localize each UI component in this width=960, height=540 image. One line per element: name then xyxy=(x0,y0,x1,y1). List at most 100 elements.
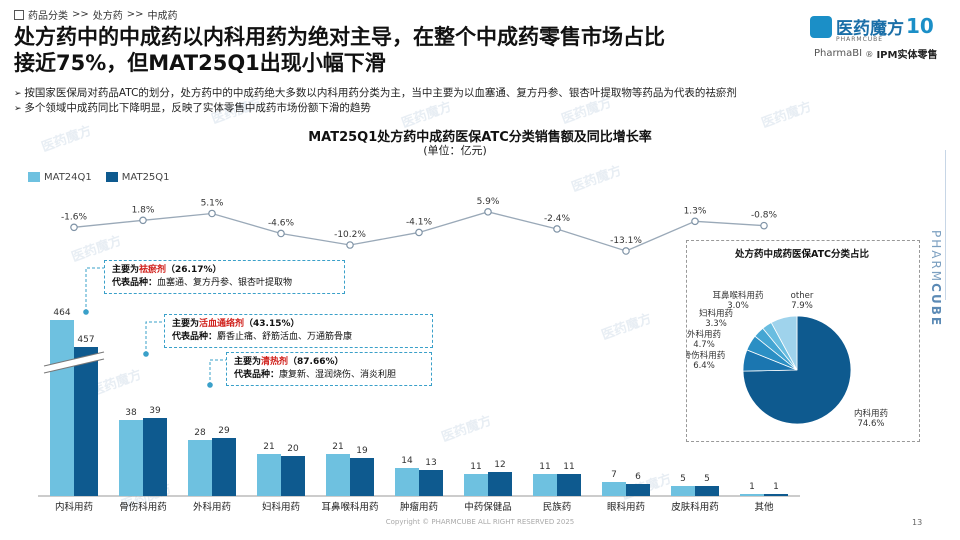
bar-mat24-1[interactable] xyxy=(119,420,143,496)
callout-rep: 血塞通、复方丹参、银杏叶提取物 xyxy=(157,278,293,288)
side-divider xyxy=(937,150,946,300)
callout-name: 活血通络剂 xyxy=(199,319,245,329)
growth-point-0[interactable] xyxy=(70,223,78,232)
callout-box: 主要为活血通络剂（43.15%） 代表品种：麝香止痛、舒筋活血、万通筋骨康 xyxy=(164,314,433,348)
category-label-4: 耳鼻喉科用药 xyxy=(321,501,378,513)
category-label-5: 肿瘤用药 xyxy=(400,501,438,513)
bar-mat25-0[interactable] xyxy=(74,347,98,496)
bar-mat24-2[interactable] xyxy=(188,440,212,496)
growth-label-4: -10.2% xyxy=(334,230,366,240)
growth-point-9[interactable] xyxy=(691,217,699,226)
breadcrumb-item[interactable]: 中成药 xyxy=(147,11,178,22)
bullet-item: 按国家医保局对药品ATC的划分，处方药中的中成药绝大多数以内科用药分类为主，当中… xyxy=(14,86,737,101)
growth-point-2[interactable] xyxy=(208,209,216,218)
bar-mat24-4[interactable] xyxy=(326,454,350,496)
category-label-7: 民族药 xyxy=(543,501,572,513)
page-title: 处方药中的中成药以内科用药为绝对主导，在整个中成药零售市场占比 接近75%，但M… xyxy=(14,24,804,76)
pie-value-1: 6.4% xyxy=(693,361,715,371)
category-label-10: 其他 xyxy=(754,501,774,513)
breadcrumb-item[interactable]: 处方药 xyxy=(92,11,123,22)
axis-break xyxy=(43,351,105,374)
bar-label-mat24-1: 38 xyxy=(125,408,137,418)
category-label-6: 中药保健品 xyxy=(464,501,512,513)
bar-mat24-3[interactable] xyxy=(257,454,281,496)
growth-point-5[interactable] xyxy=(415,228,423,237)
side-brand-b: CUBE xyxy=(929,283,943,328)
brand-subtitle: PHARMCUBE xyxy=(836,36,884,43)
growth-point-10[interactable] xyxy=(760,221,768,230)
growth-label-8: -13.1% xyxy=(610,236,642,246)
growth-label-7: -2.4% xyxy=(544,214,571,224)
bar-mat25-1[interactable] xyxy=(143,418,167,496)
anniversary-badge: 10 xyxy=(906,14,934,38)
pie-slice-5[interactable] xyxy=(770,315,798,371)
bar-label-mat24-9: 5 xyxy=(680,474,686,484)
bullet-list: 按国家医保局对药品ATC的划分，处方药中的中成药绝大多数以内科用药分类为主，当中… xyxy=(14,86,737,116)
callout-lead: 主要为 xyxy=(234,357,262,367)
growth-point-4[interactable] xyxy=(346,241,354,249)
side-brand-a: PHARM xyxy=(929,230,943,284)
category-label-2: 外科用药 xyxy=(193,501,231,513)
bar-mat24-6[interactable] xyxy=(464,474,488,496)
bar-label-mat25-10: 1 xyxy=(773,482,779,492)
bar-label-mat24-2: 28 xyxy=(194,428,206,438)
bar-mat24-7[interactable] xyxy=(533,474,557,496)
bar-label-mat25-3: 20 xyxy=(287,444,299,454)
callout-name: 祛瘀剂 xyxy=(139,265,167,275)
bar-mat24-5[interactable] xyxy=(395,468,419,496)
bar-mat25-8[interactable] xyxy=(626,484,650,496)
chart-legend: MAT24Q1 MAT25Q1 xyxy=(28,172,170,183)
bar-mat25-2[interactable] xyxy=(212,438,236,496)
category-label-3: 妇科用药 xyxy=(262,501,300,513)
pie-title: 处方药中成药医保ATC分类占比 xyxy=(734,249,870,260)
bar-mat24-8[interactable] xyxy=(602,482,626,496)
legend-item-mat25[interactable]: MAT25Q1 xyxy=(105,172,170,183)
chart-title: MAT25Q1处方药中成药医保ATC分类销售额及同比增长率 xyxy=(308,130,652,145)
callout-connectors xyxy=(83,267,226,388)
bar-label-mat24-10: 1 xyxy=(749,482,755,492)
growth-point-1[interactable] xyxy=(139,216,147,225)
callout-rep: 康复新、湿润烧伤、消炎利胆 xyxy=(279,370,397,380)
bar-mat25-10[interactable] xyxy=(764,494,788,496)
growth-point-3[interactable] xyxy=(277,229,285,238)
brand-logo: 医药魔方 xyxy=(810,14,904,39)
breadcrumb-item[interactable]: 药品分类 xyxy=(28,11,68,22)
growth-point-6[interactable] xyxy=(484,208,492,216)
callout-rep: 麝香止痛、舒筋活血、万通筋骨康 xyxy=(217,332,353,342)
legend-item-mat24[interactable]: MAT24Q1 xyxy=(28,172,92,183)
pie-value-3: 3.3% xyxy=(705,319,727,329)
bar-mat25-9[interactable] xyxy=(695,486,719,496)
callout-name: 清热剂 xyxy=(261,357,289,367)
callout-box: 主要为祛瘀剂（26.17%） 代表品种：血塞通、复方丹参、银杏叶提取物 xyxy=(104,260,345,294)
bar-label-mat25-6: 12 xyxy=(494,460,505,470)
growth-label-10: -0.8% xyxy=(751,211,778,221)
bar-mat25-3[interactable] xyxy=(281,456,305,496)
growth-point-7[interactable] xyxy=(553,225,561,233)
bar-mat25-5[interactable] xyxy=(419,470,443,496)
breadcrumb: 药品分类 >> 处方药 >> 中成药 xyxy=(14,7,178,22)
pie-label-0: 内科用药 xyxy=(854,408,888,419)
cube-logo-icon xyxy=(810,15,832,38)
pie-value-2: 4.7% xyxy=(693,340,715,350)
growth-point-8[interactable] xyxy=(622,247,630,255)
copyright: Copyright © PHARMCUBE ALL RIGHT RESERVED… xyxy=(385,518,575,526)
bar-mat24-0[interactable] xyxy=(50,320,74,496)
bar-mat25-7[interactable] xyxy=(557,474,581,496)
bar-label-mat24-4: 21 xyxy=(332,442,343,452)
pie-label-1: 骨伤科用药 xyxy=(686,350,725,361)
callout-lead: 主要为 xyxy=(172,319,200,329)
legend-label: MAT24Q1 xyxy=(44,172,92,183)
category-label-8: 眼科用药 xyxy=(607,501,645,513)
callout-rep-label: 代表品种： xyxy=(172,332,218,342)
category-label-9: 皮肤科用药 xyxy=(671,501,719,513)
bar-mat24-10[interactable] xyxy=(740,494,764,496)
bar-mat25-4[interactable] xyxy=(350,458,374,496)
product-suffix: IPM实体零售 xyxy=(876,50,938,61)
bar-mat24-9[interactable] xyxy=(671,486,695,496)
pie-label-5: other xyxy=(791,291,814,301)
product-logo: PharmaBI ® IPM实体零售 xyxy=(814,46,937,61)
bar-mat25-6[interactable] xyxy=(488,472,512,496)
bar-label-mat25-9: 5 xyxy=(704,474,710,484)
